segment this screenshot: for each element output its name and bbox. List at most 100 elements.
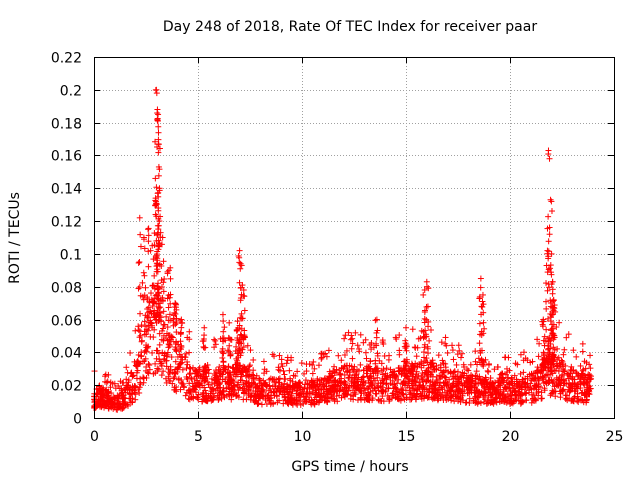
data-point — [520, 369, 527, 376]
data-point — [136, 284, 143, 291]
data-point — [548, 208, 555, 215]
y-tick-label: 0.12 — [51, 215, 82, 231]
data-point — [208, 375, 215, 382]
data-point — [249, 371, 256, 378]
y-tick-label: 0.16 — [51, 149, 82, 165]
data-point — [219, 371, 226, 378]
data-point — [250, 367, 257, 374]
data-point — [302, 377, 309, 384]
data-point — [435, 352, 442, 359]
data-point — [560, 366, 567, 373]
y-tick-label: 0.08 — [51, 281, 82, 297]
data-point — [286, 367, 293, 374]
data-point — [372, 317, 379, 324]
data-point — [544, 287, 551, 294]
data-point — [258, 401, 265, 408]
data-point — [477, 275, 484, 282]
data-point — [183, 365, 190, 372]
data-point — [220, 328, 227, 335]
data-point — [442, 334, 449, 341]
data-point — [243, 378, 250, 385]
data-point — [485, 368, 492, 375]
data-point — [145, 226, 152, 233]
data-point — [251, 392, 258, 399]
data-point — [375, 387, 382, 394]
data-point — [417, 335, 424, 342]
data-point — [363, 355, 370, 362]
data-point — [348, 332, 355, 339]
data-point — [587, 365, 594, 372]
data-point — [354, 342, 361, 349]
data-point — [221, 324, 228, 331]
data-point — [219, 311, 226, 318]
data-point — [248, 380, 255, 387]
data-point — [573, 353, 580, 360]
data-point — [142, 355, 149, 362]
data-point — [278, 381, 285, 388]
x-tick-label: 15 — [398, 429, 416, 445]
data-point — [210, 386, 217, 393]
x-tick-label: 0 — [90, 429, 99, 445]
data-point — [444, 349, 451, 356]
data-point — [450, 356, 457, 363]
data-point — [385, 356, 392, 363]
data-point — [167, 264, 174, 271]
data-point — [270, 388, 277, 395]
data-point — [393, 336, 400, 343]
data-point — [127, 349, 134, 356]
data-point — [556, 319, 563, 326]
data-point — [449, 347, 456, 354]
data-point — [226, 342, 233, 349]
data-point — [357, 331, 364, 338]
x-tick-label: 10 — [294, 429, 312, 445]
data-point — [280, 368, 287, 375]
y-tick-label: 0.04 — [51, 346, 82, 362]
data-point — [152, 369, 159, 376]
data-point — [484, 367, 491, 374]
data-point — [349, 335, 356, 342]
data-point — [341, 335, 348, 342]
data-point — [224, 347, 231, 354]
data-point — [392, 334, 399, 341]
data-point — [152, 86, 159, 93]
data-point — [135, 259, 142, 266]
data-point — [403, 324, 409, 331]
y-tick-label: 0.02 — [51, 379, 82, 395]
y-tick-label: 0.1 — [60, 248, 82, 264]
data-point — [175, 375, 182, 382]
data-point — [551, 367, 558, 374]
data-point — [146, 362, 153, 369]
data-point — [475, 355, 482, 362]
data-point — [396, 395, 403, 402]
data-point — [553, 363, 560, 370]
data-point — [570, 347, 577, 354]
data-point — [335, 352, 342, 359]
data-point — [348, 345, 355, 352]
data-point — [247, 362, 254, 369]
data-point — [379, 384, 386, 391]
data-point — [241, 307, 248, 314]
data-point — [244, 342, 251, 349]
data-point — [356, 348, 363, 355]
data-point — [459, 350, 466, 357]
x-tick-label: 20 — [502, 429, 520, 445]
data-point — [449, 342, 456, 349]
data-point — [170, 375, 177, 382]
data-point — [474, 400, 481, 407]
data-point — [476, 340, 483, 347]
data-point — [459, 369, 466, 376]
data-point — [366, 383, 373, 390]
data-point — [219, 354, 226, 361]
data-point — [437, 361, 444, 368]
data-point — [147, 333, 154, 340]
data-point — [143, 363, 150, 370]
data-point — [543, 280, 550, 287]
data-point — [559, 387, 566, 394]
data-point — [396, 351, 403, 358]
data-point — [142, 284, 149, 291]
data-point — [260, 358, 267, 365]
x-tick-label: 5 — [194, 429, 203, 445]
data-point — [215, 396, 222, 403]
